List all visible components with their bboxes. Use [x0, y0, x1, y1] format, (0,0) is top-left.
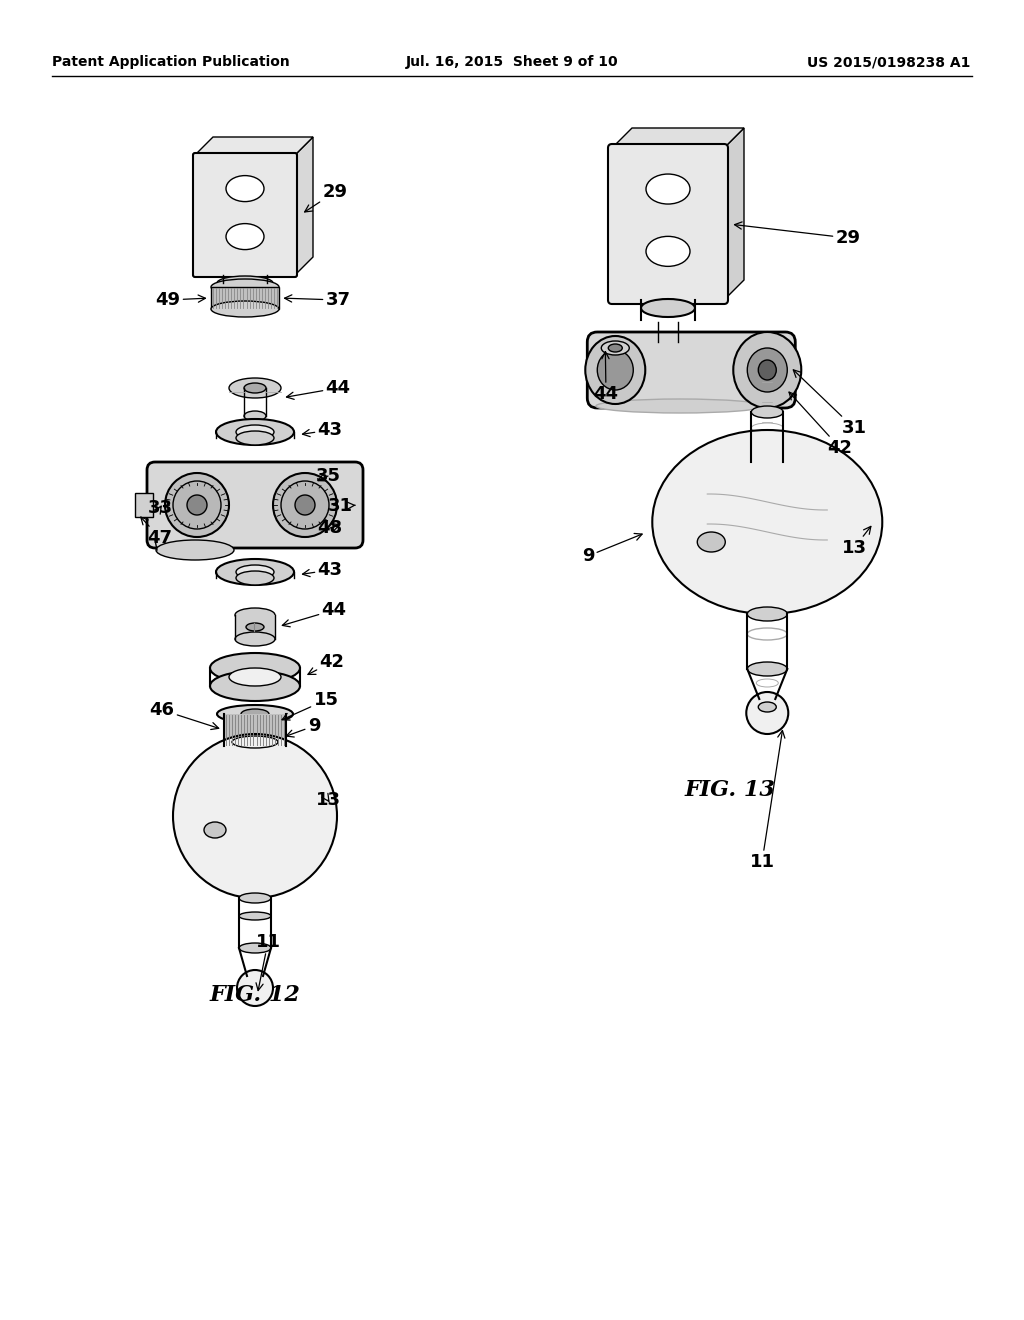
Ellipse shape [217, 705, 293, 723]
FancyBboxPatch shape [608, 144, 728, 304]
Text: 9: 9 [287, 717, 321, 737]
Text: 48: 48 [317, 519, 343, 537]
Ellipse shape [234, 632, 275, 645]
FancyBboxPatch shape [147, 462, 362, 548]
Text: 11: 11 [256, 933, 281, 990]
Ellipse shape [234, 609, 275, 622]
Ellipse shape [211, 301, 279, 317]
Ellipse shape [608, 345, 623, 352]
Ellipse shape [596, 399, 764, 413]
Ellipse shape [226, 176, 264, 202]
Ellipse shape [246, 623, 264, 631]
Ellipse shape [210, 671, 300, 701]
Ellipse shape [748, 663, 787, 676]
Ellipse shape [759, 696, 775, 704]
Ellipse shape [236, 572, 274, 585]
Text: 31: 31 [794, 370, 866, 437]
Ellipse shape [173, 480, 221, 529]
Text: 42: 42 [790, 392, 853, 457]
Text: 15: 15 [282, 690, 339, 719]
Text: 31: 31 [328, 498, 355, 515]
Text: 44: 44 [283, 601, 346, 627]
Text: 29: 29 [305, 183, 347, 213]
Ellipse shape [156, 540, 234, 560]
Ellipse shape [204, 822, 226, 838]
Ellipse shape [748, 348, 787, 392]
Ellipse shape [241, 709, 269, 719]
Text: 42: 42 [308, 653, 344, 675]
Ellipse shape [646, 236, 690, 267]
Ellipse shape [601, 341, 630, 355]
Ellipse shape [216, 558, 294, 585]
Text: 35: 35 [315, 467, 341, 484]
Ellipse shape [273, 473, 337, 537]
Text: 46: 46 [150, 701, 219, 730]
Ellipse shape [226, 223, 264, 249]
Ellipse shape [236, 425, 274, 440]
Ellipse shape [173, 734, 337, 898]
Ellipse shape [210, 653, 300, 682]
Ellipse shape [586, 337, 645, 404]
Ellipse shape [247, 972, 263, 979]
Ellipse shape [597, 350, 633, 389]
Text: 47: 47 [140, 517, 172, 546]
FancyBboxPatch shape [211, 286, 279, 309]
Text: 33: 33 [147, 499, 172, 517]
Ellipse shape [165, 473, 229, 537]
Ellipse shape [652, 430, 883, 614]
Ellipse shape [229, 378, 281, 399]
Text: 9: 9 [582, 533, 642, 565]
Ellipse shape [211, 279, 279, 294]
Ellipse shape [646, 174, 690, 205]
FancyBboxPatch shape [224, 714, 286, 746]
Ellipse shape [244, 383, 266, 393]
Text: US 2015/0198238 A1: US 2015/0198238 A1 [807, 55, 970, 69]
Ellipse shape [239, 942, 271, 953]
Ellipse shape [733, 333, 801, 408]
Text: 49: 49 [156, 290, 206, 309]
Ellipse shape [237, 970, 273, 1006]
Text: 44: 44 [287, 379, 350, 400]
Ellipse shape [752, 407, 783, 418]
Polygon shape [195, 137, 313, 154]
Ellipse shape [239, 912, 271, 920]
Polygon shape [295, 137, 313, 275]
Text: 11: 11 [750, 730, 784, 871]
Ellipse shape [239, 894, 271, 903]
FancyBboxPatch shape [193, 153, 297, 277]
FancyBboxPatch shape [234, 615, 275, 639]
FancyBboxPatch shape [588, 333, 796, 408]
Ellipse shape [229, 668, 281, 686]
Text: 43: 43 [302, 561, 342, 579]
Ellipse shape [217, 737, 293, 755]
Text: 29: 29 [734, 222, 860, 247]
Ellipse shape [187, 495, 207, 515]
Ellipse shape [217, 276, 273, 290]
Ellipse shape [244, 411, 266, 421]
Ellipse shape [748, 607, 787, 620]
Text: FIG. 13: FIG. 13 [685, 779, 775, 801]
Text: 43: 43 [302, 421, 342, 440]
Text: Patent Application Publication: Patent Application Publication [52, 55, 290, 69]
Text: 37: 37 [285, 290, 350, 309]
Ellipse shape [697, 532, 725, 552]
Ellipse shape [759, 702, 776, 711]
Text: 13: 13 [842, 527, 870, 557]
Text: 44: 44 [594, 351, 618, 403]
Ellipse shape [641, 300, 695, 317]
Ellipse shape [746, 692, 788, 734]
Polygon shape [135, 492, 153, 517]
Text: Jul. 16, 2015  Sheet 9 of 10: Jul. 16, 2015 Sheet 9 of 10 [406, 55, 618, 69]
Ellipse shape [216, 418, 294, 445]
Ellipse shape [759, 360, 776, 380]
Ellipse shape [236, 432, 274, 445]
Polygon shape [612, 128, 744, 148]
Text: 13: 13 [315, 791, 341, 809]
Ellipse shape [281, 480, 329, 529]
Polygon shape [724, 128, 744, 300]
Text: FIG. 12: FIG. 12 [210, 983, 300, 1006]
Ellipse shape [295, 495, 315, 515]
Ellipse shape [236, 565, 274, 579]
